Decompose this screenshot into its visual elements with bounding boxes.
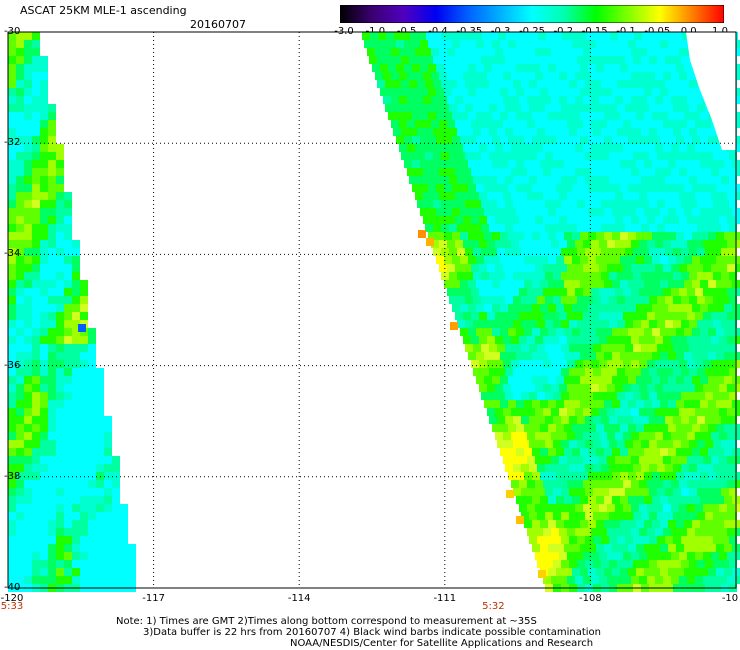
note-line-2: 3)Data buffer is 22 hrs from 20160707 4)…	[143, 627, 601, 638]
longitude-tick-label: -114	[287, 593, 311, 604]
latitude-tick-label: -38	[4, 470, 21, 482]
colorbar	[340, 5, 724, 23]
longitude-tick-label: -108	[579, 593, 602, 604]
latitude-tick-label: -36	[4, 359, 21, 371]
note-line-3: NOAA/NESDIS/Center for Satellite Applica…	[290, 638, 594, 649]
map-date: 20160707	[190, 18, 246, 31]
graticule	[8, 32, 736, 588]
latitude-tick-label: -40	[4, 582, 21, 593]
pass-time-label: 5:33	[0, 601, 24, 612]
latitude-tick-label: -30	[4, 26, 21, 37]
longitude-tick-label: -111	[433, 593, 457, 604]
footnotes: Note: 1) Times are GMT 2)Times along bot…	[116, 616, 601, 649]
longitude-tick-label: -117	[142, 593, 165, 604]
map-title: ASCAT 25KM MLE-1 ascending	[20, 4, 187, 17]
note-line-1: Note: 1) Times are GMT 2)Times along bot…	[116, 616, 537, 627]
longitude-tick-label: -10	[721, 593, 739, 604]
colorbar-gradient	[340, 5, 724, 23]
map-frame	[7, 31, 737, 589]
swath-data	[8, 32, 740, 592]
latitude-tick-label: -34	[4, 248, 21, 260]
latitude-tick-label: -32	[4, 137, 21, 149]
longitude-tick-label: -120	[0, 593, 24, 604]
pass-time-label: 5:32	[482, 601, 505, 612]
